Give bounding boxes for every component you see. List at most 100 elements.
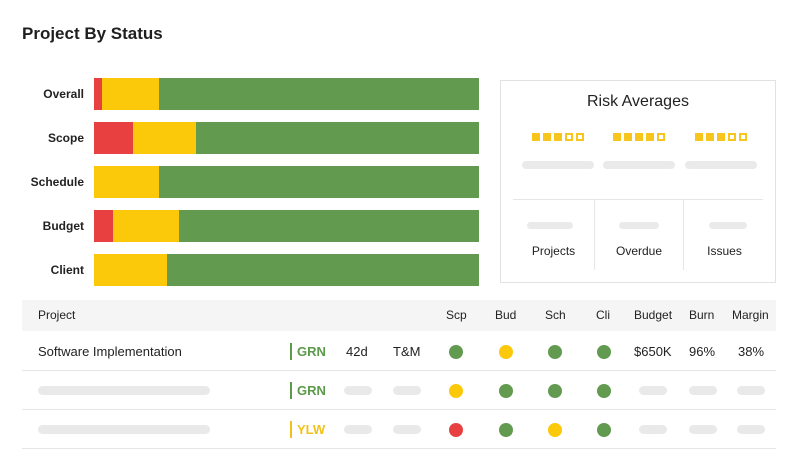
- project-name[interactable]: Software Implementation: [38, 344, 182, 359]
- bar-segment-yellow: [132, 122, 197, 154]
- risk-column-divider: [683, 200, 684, 270]
- column-header-margin[interactable]: Margin: [732, 308, 769, 322]
- billing-type-value: T&M: [393, 344, 421, 359]
- rating-squares: [522, 133, 594, 141]
- rating-square-filled-icon: [624, 133, 632, 141]
- rating-square-empty-icon: [657, 133, 665, 141]
- risk-rating-group: [522, 133, 594, 169]
- status-bar-row: Budget: [0, 210, 480, 242]
- budget-status-dot: [499, 345, 513, 359]
- placeholder-bar: [737, 425, 765, 434]
- placeholder-bar: [639, 386, 667, 395]
- bar-segment-green: [167, 254, 479, 286]
- bar-segment-green: [159, 166, 479, 198]
- rating-square-empty-icon: [728, 133, 736, 141]
- budget-status-dot: [499, 384, 513, 398]
- status-bar[interactable]: [94, 122, 479, 154]
- placeholder-bar: [639, 425, 667, 434]
- burn-value: 96%: [689, 344, 716, 359]
- bar-segment-yellow: [94, 254, 168, 286]
- risk-column-projects[interactable]: Projects: [513, 200, 594, 282]
- rating-square-filled-icon: [717, 133, 725, 141]
- status-badge: GRN: [290, 343, 326, 360]
- margin-value: 38%: [738, 344, 765, 359]
- placeholder-bar: [344, 425, 372, 434]
- scope-status-dot: [449, 423, 463, 437]
- status-bar-label: Overall: [43, 87, 84, 101]
- status-bar-label: Scope: [47, 131, 84, 145]
- column-header-schedule[interactable]: Sch: [545, 308, 566, 322]
- rating-squares: [603, 133, 675, 141]
- status-bar[interactable]: [94, 210, 479, 242]
- placeholder-bar: [689, 425, 717, 434]
- rating-square-filled-icon: [646, 133, 654, 141]
- risk-column-issues[interactable]: Issues: [684, 200, 765, 282]
- status-badge: YLW: [290, 421, 325, 438]
- bar-segment-yellow: [94, 166, 160, 198]
- risk-divider: [513, 199, 763, 200]
- risk-averages-title: Risk Averages: [587, 93, 689, 110]
- rating-square-empty-icon: [739, 133, 747, 141]
- placeholder-bar: [393, 386, 421, 395]
- status-bar-row: Overall: [0, 78, 480, 110]
- status-bar-row: Schedule: [0, 166, 480, 198]
- column-header-burn[interactable]: Burn: [689, 308, 715, 322]
- schedule-status-dot: [548, 345, 562, 359]
- risk-rating-group: [603, 133, 675, 169]
- placeholder-bar: [344, 386, 372, 395]
- column-header-budget-status[interactable]: Bud: [495, 308, 517, 322]
- status-bar-label: Budget: [42, 219, 84, 233]
- budget-status-dot: [499, 423, 513, 437]
- column-header-scope[interactable]: Scp: [446, 308, 467, 322]
- rating-square-empty-icon: [576, 133, 584, 141]
- column-header-project[interactable]: Project: [38, 308, 76, 322]
- placeholder-bar: [603, 161, 675, 169]
- placeholder-bar: [737, 386, 765, 395]
- risk-averages-panel: Risk Averages Projects Overdue Issues: [500, 80, 776, 283]
- placeholder-bar: [685, 161, 757, 169]
- table-row[interactable]: GRN: [22, 371, 776, 410]
- placeholder-bar: [38, 386, 210, 395]
- status-bar[interactable]: [94, 78, 479, 110]
- scope-status-dot: [449, 384, 463, 398]
- scope-status-dot: [449, 345, 463, 359]
- column-header-budget[interactable]: Budget: [634, 308, 673, 322]
- client-status-dot: [597, 423, 611, 437]
- duration-value: 42d: [346, 344, 368, 359]
- page-title: Project By Status: [22, 24, 163, 43]
- status-bar-row: Client: [0, 254, 480, 286]
- rating-square-filled-icon: [706, 133, 714, 141]
- rating-square-filled-icon: [532, 133, 540, 141]
- rating-square-filled-icon: [543, 133, 551, 141]
- rating-square-filled-icon: [613, 133, 621, 141]
- schedule-status-dot: [548, 384, 562, 398]
- table-row[interactable]: Software Implementation GRN 42d T&M $650…: [22, 332, 776, 371]
- bar-segment-yellow: [101, 78, 160, 110]
- bar-segment-green: [178, 210, 479, 242]
- rating-squares: [685, 133, 757, 141]
- status-badge: GRN: [290, 382, 326, 399]
- status-bar-row: Scope: [0, 122, 480, 154]
- status-bar[interactable]: [94, 166, 479, 198]
- bar-segment-red: [94, 122, 133, 154]
- rating-square-empty-icon: [565, 133, 573, 141]
- bar-segment-red: [94, 78, 102, 110]
- placeholder-bar: [522, 161, 594, 169]
- rating-square-filled-icon: [695, 133, 703, 141]
- table-row[interactable]: YLW: [22, 410, 776, 449]
- risk-rating-group: [685, 133, 757, 169]
- table-header: Project Scp Bud Sch Cli Budget Burn Marg…: [22, 300, 776, 331]
- risk-column-overdue[interactable]: Overdue: [595, 200, 683, 282]
- placeholder-bar: [393, 425, 421, 434]
- bar-segment-green: [159, 78, 479, 110]
- risk-column-label: Projects: [531, 244, 576, 258]
- rating-square-filled-icon: [554, 133, 562, 141]
- risk-column-label: Overdue: [615, 244, 663, 258]
- rating-square-filled-icon: [635, 133, 643, 141]
- status-bar-label: Client: [50, 263, 84, 277]
- status-bar[interactable]: [94, 254, 479, 286]
- client-status-dot: [597, 384, 611, 398]
- budget-value: $650K: [634, 344, 672, 359]
- column-header-client[interactable]: Cli: [596, 308, 610, 322]
- bar-segment-green: [196, 122, 479, 154]
